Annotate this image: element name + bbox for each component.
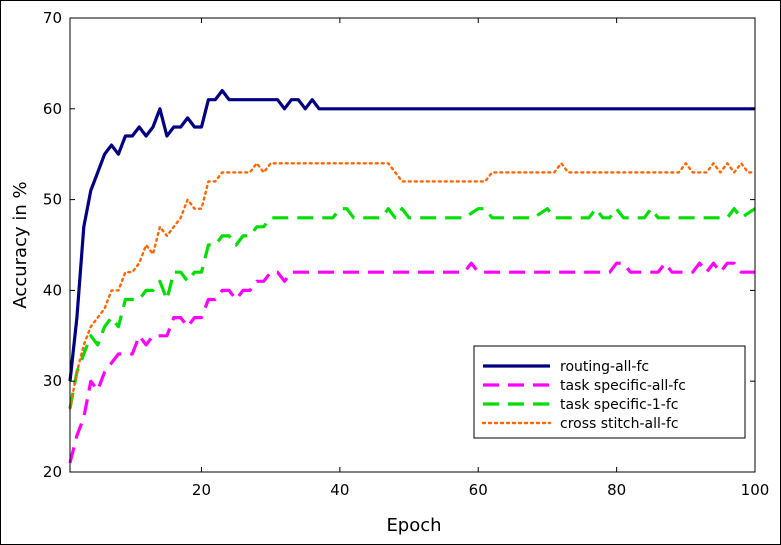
axes-layer [69,17,756,473]
y-axis-title: Accuracy in % [10,181,31,308]
legend-label-1: task specific-all-fc [560,378,686,394]
y-tick-label: 70 [43,9,62,27]
legend: routing-all-fc task specific-all-fc task s… [473,345,746,439]
y-tick-label: 20 [43,463,62,481]
legend-label-0: routing-all-fc [560,359,649,375]
series-layer [68,89,757,464]
x-axis-title: Epoch [386,515,441,536]
x-tick-label: 80 [607,481,626,499]
legend-label-3: cross stitch-all-fc [560,416,679,432]
x-tick-label: 40 [330,481,349,499]
y-tick-label: 50 [43,191,62,209]
series-line-0 [68,89,755,382]
y-tick-label: 60 [43,100,62,118]
plot-border [69,17,756,473]
x-tick-label: 20 [192,481,211,499]
x-tick-label: 100 [741,481,770,499]
series-line-3 [68,162,757,410]
x-tick-label: 60 [469,481,488,499]
ticks-layer: 20 30 40 50 60 70 20 40 60 80 100 [43,9,769,499]
series-line-1 [68,261,755,464]
y-tick-label: 40 [43,281,62,299]
series-line-2 [68,207,756,409]
y-tick-label: 30 [43,372,62,390]
legend-label-2: task specific-1-fc [560,397,678,413]
